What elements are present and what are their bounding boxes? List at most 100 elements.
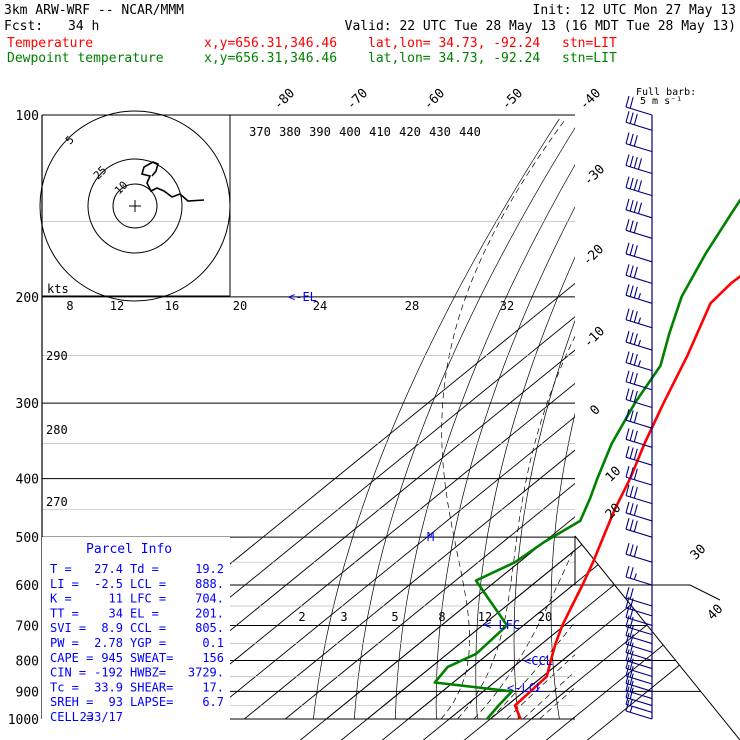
- parcel-field-label: CCL =: [130, 621, 166, 635]
- isotherm-line: [317, 536, 593, 740]
- barb-flag: [633, 390, 638, 403]
- barb-flag: [625, 686, 630, 698]
- dry-adiabat: [475, 256, 575, 719]
- barb-flag: [629, 634, 634, 646]
- dry-adiabat: [622, 119, 730, 719]
- dry-adiabat: [354, 127, 575, 719]
- barb-flag: [629, 199, 634, 212]
- isotherm-line: [367, 549, 575, 719]
- isotherm-tick-label: -20: [580, 242, 607, 269]
- barb-flag: [625, 649, 630, 661]
- legend-dewpoint: Dewpoint temperature: [7, 51, 164, 66]
- wind-barb: [625, 284, 653, 304]
- pressure-tick-label: 900: [16, 685, 39, 700]
- wind-barb: [625, 624, 653, 645]
- parcel-field-value: 805.: [195, 621, 224, 635]
- wind-barb: [625, 370, 653, 391]
- model-title: 3km ARW-WRF -- NCAR/MMM: [4, 3, 185, 18]
- wind-barb: [625, 388, 653, 409]
- parcel-field-label: Tc =: [50, 680, 79, 694]
- isotherm-tick-label: -60: [421, 86, 448, 113]
- dry-adiabat: [550, 412, 575, 719]
- barb-flag: [633, 311, 638, 323]
- parcel-field-value: 2.78: [94, 636, 123, 650]
- barb-staff: [625, 697, 653, 707]
- barb-half-flag: [637, 360, 642, 367]
- parcel-field-label: TT =: [50, 606, 79, 620]
- barb-flag: [625, 632, 630, 645]
- barb-staff: [625, 398, 653, 409]
- barb-flag: [633, 135, 638, 147]
- barb-flag: [633, 201, 638, 213]
- wind-barb: [625, 465, 653, 486]
- barb-staff: [625, 576, 653, 586]
- theta-e-label: 380: [279, 125, 301, 139]
- barb-flag: [625, 95, 630, 108]
- barb-staff: [625, 667, 653, 677]
- barb-flag: [633, 411, 638, 423]
- barb-staff: [625, 660, 653, 670]
- mixing-ratio-label: 32: [500, 299, 514, 313]
- barb-flag: [629, 133, 634, 146]
- pressure-tick-label: 400: [16, 473, 39, 488]
- wind-barb: [625, 586, 653, 607]
- legend-temperature-latlon: lat,lon= 34.73, -92.24: [368, 36, 541, 51]
- wind-barb: [625, 446, 653, 466]
- m-marker: M: [427, 530, 434, 544]
- parcel-field-label: YGP =: [130, 636, 166, 650]
- wind-barb: [625, 686, 653, 707]
- barb-flag: [625, 446, 630, 458]
- isotherm-tick-label: 10: [603, 464, 625, 486]
- parcel-info-title: Parcel Info: [86, 542, 172, 557]
- barb-flag: [633, 333, 638, 345]
- dry-adiabat: [395, 164, 575, 719]
- barb-flag: [629, 467, 634, 479]
- wind-barb: [625, 699, 653, 720]
- mixing-ratio-label: 16: [165, 299, 179, 313]
- parcel-field-label: Td =: [130, 562, 159, 576]
- wind-barb: [625, 176, 653, 197]
- wind-barb: [625, 242, 653, 263]
- barb-flag: [629, 616, 634, 629]
- hodograph-ring: [39, 110, 231, 302]
- barb-flag: [625, 624, 630, 636]
- wind-barb: [625, 641, 653, 661]
- barb-flag: [633, 179, 638, 191]
- mixing-ratio-label: 8: [66, 299, 73, 313]
- barb-flag: [633, 113, 638, 125]
- parcel-field-value: 945: [101, 651, 123, 665]
- barb-flag: [633, 545, 638, 557]
- barb-flag: [629, 650, 634, 662]
- parcel-field-value: 3729.: [188, 666, 224, 680]
- dry-adiabat-label: 280: [46, 423, 68, 437]
- barb-flag: [625, 501, 630, 514]
- theta-e-label: 430: [429, 125, 451, 139]
- barb-flag: [625, 484, 630, 496]
- wind-barb: [625, 351, 653, 372]
- wind-barb: [625, 154, 653, 175]
- parcel-field-label: EL =: [130, 606, 159, 620]
- isotherm-line: [490, 649, 575, 719]
- barb-flag: [625, 641, 630, 653]
- parcel-field-value: 93: [109, 695, 123, 709]
- parcel-field-value: 888.: [195, 577, 224, 591]
- barb-staff: [625, 597, 653, 607]
- dry-adiabat-label: 270: [46, 495, 68, 509]
- wind-barb: [625, 330, 653, 351]
- barb-flag: [629, 332, 634, 344]
- barb-flag: [633, 448, 638, 460]
- barb-flag: [625, 330, 630, 343]
- wind-barb: [625, 111, 653, 131]
- wind-barb: [625, 664, 653, 685]
- dry-adiabat: [435, 206, 575, 719]
- barb-staff: [625, 607, 653, 617]
- barb-flag: [625, 615, 630, 627]
- barb-flag: [629, 503, 634, 515]
- theta-e-label: 420: [399, 125, 421, 139]
- barb-flag: [629, 177, 634, 190]
- barb-flag: [629, 544, 634, 556]
- parcel-field-value: 34: [109, 606, 123, 620]
- barb-flag: [637, 180, 643, 192]
- barb-flag: [625, 132, 630, 144]
- parcel-info-box: Parcel Info T = 27.4 Td = 19.2 LI = -2.5 LCL = 8…: [42, 537, 230, 724]
